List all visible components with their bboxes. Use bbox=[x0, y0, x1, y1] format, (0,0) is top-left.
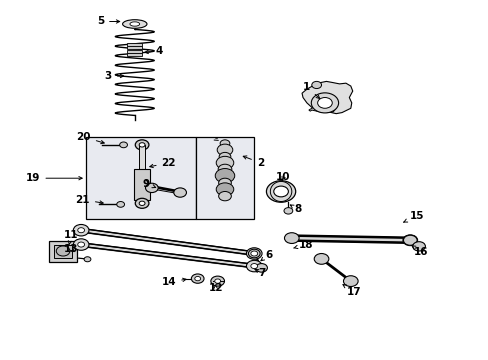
Text: 4: 4 bbox=[144, 46, 163, 56]
Text: 1: 1 bbox=[303, 82, 319, 99]
Circle shape bbox=[218, 164, 231, 174]
Text: 3: 3 bbox=[104, 71, 123, 81]
Bar bbox=[49, 241, 77, 262]
Circle shape bbox=[215, 168, 234, 183]
Bar bbox=[127, 54, 142, 56]
Ellipse shape bbox=[122, 20, 147, 28]
Bar bbox=[127, 43, 142, 45]
Circle shape bbox=[218, 192, 231, 201]
Circle shape bbox=[412, 242, 425, 251]
Circle shape bbox=[218, 178, 231, 188]
Circle shape bbox=[145, 183, 158, 193]
Circle shape bbox=[210, 276, 224, 286]
Circle shape bbox=[135, 140, 149, 150]
Circle shape bbox=[266, 181, 295, 202]
Circle shape bbox=[255, 264, 267, 272]
Circle shape bbox=[117, 202, 124, 207]
Text: 2: 2 bbox=[243, 156, 264, 168]
Text: 14: 14 bbox=[161, 277, 186, 287]
Polygon shape bbox=[308, 104, 335, 113]
Circle shape bbox=[250, 251, 257, 256]
Circle shape bbox=[217, 144, 232, 156]
Text: 6: 6 bbox=[261, 249, 272, 261]
Bar bbox=[54, 244, 72, 258]
Circle shape bbox=[246, 260, 262, 272]
Circle shape bbox=[273, 186, 288, 197]
Circle shape bbox=[173, 188, 186, 197]
Circle shape bbox=[311, 81, 321, 89]
Circle shape bbox=[214, 279, 220, 283]
Circle shape bbox=[73, 239, 89, 250]
Text: 19: 19 bbox=[26, 173, 82, 183]
Text: 5: 5 bbox=[97, 17, 120, 27]
Circle shape bbox=[250, 264, 257, 269]
Circle shape bbox=[248, 249, 260, 258]
Circle shape bbox=[120, 142, 127, 148]
Circle shape bbox=[343, 276, 357, 287]
Circle shape bbox=[403, 235, 416, 245]
Text: 20: 20 bbox=[76, 132, 104, 144]
Circle shape bbox=[314, 253, 328, 264]
Circle shape bbox=[139, 143, 145, 147]
Bar bbox=[134, 169, 150, 200]
Circle shape bbox=[402, 235, 417, 246]
Circle shape bbox=[78, 242, 84, 247]
Text: 13: 13 bbox=[64, 244, 79, 254]
Text: 18: 18 bbox=[293, 239, 313, 249]
Circle shape bbox=[284, 233, 299, 243]
Circle shape bbox=[317, 98, 331, 108]
Polygon shape bbox=[302, 81, 352, 114]
Circle shape bbox=[73, 225, 89, 236]
Text: 15: 15 bbox=[403, 211, 423, 222]
Bar bbox=[127, 46, 142, 49]
Text: 16: 16 bbox=[410, 246, 428, 257]
Circle shape bbox=[284, 208, 292, 214]
Circle shape bbox=[246, 248, 262, 259]
Text: 7: 7 bbox=[255, 268, 265, 278]
Circle shape bbox=[56, 246, 70, 256]
Bar bbox=[127, 50, 142, 53]
Text: 11: 11 bbox=[64, 230, 79, 245]
Bar bbox=[195, 137, 254, 220]
Text: 17: 17 bbox=[342, 285, 361, 297]
Circle shape bbox=[216, 156, 233, 169]
Text: 9: 9 bbox=[142, 179, 155, 189]
Circle shape bbox=[194, 276, 200, 281]
Circle shape bbox=[216, 183, 233, 196]
Bar bbox=[139, 145, 145, 170]
Text: 12: 12 bbox=[208, 283, 223, 293]
Circle shape bbox=[220, 140, 229, 147]
Circle shape bbox=[219, 152, 230, 161]
Text: 21: 21 bbox=[75, 195, 103, 205]
Text: 10: 10 bbox=[276, 172, 290, 182]
Ellipse shape bbox=[130, 22, 140, 26]
Text: 8: 8 bbox=[290, 204, 301, 215]
Bar bbox=[86, 137, 195, 220]
Circle shape bbox=[311, 93, 338, 113]
Circle shape bbox=[84, 257, 91, 262]
Circle shape bbox=[135, 198, 149, 208]
Circle shape bbox=[139, 201, 145, 206]
Circle shape bbox=[78, 228, 84, 233]
Text: 22: 22 bbox=[149, 158, 176, 168]
Circle shape bbox=[191, 274, 203, 283]
